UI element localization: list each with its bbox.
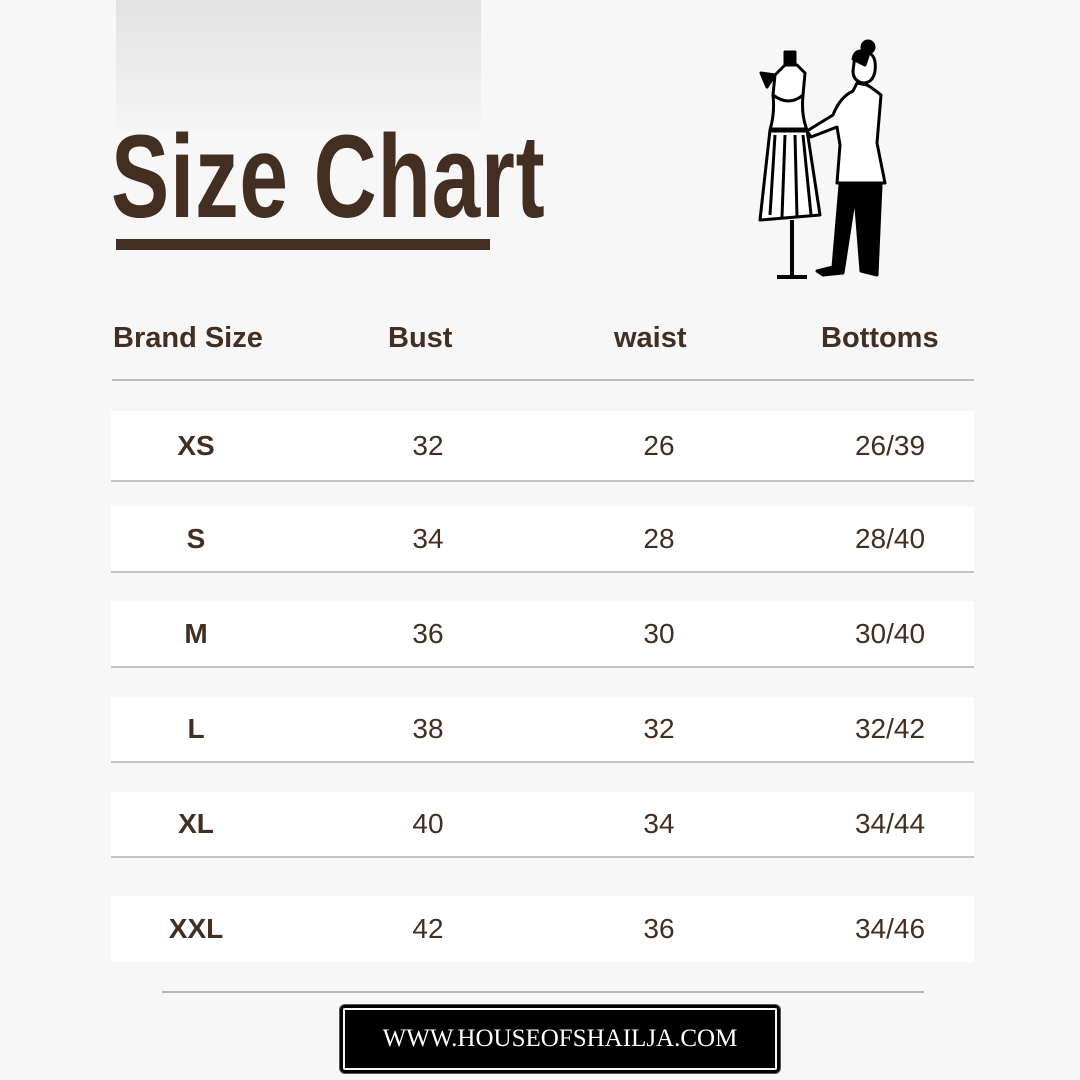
table-row: XXL 42 36 34/46 xyxy=(111,896,974,962)
header-brand-size: Brand Size xyxy=(113,322,263,354)
waist-cell: 30 xyxy=(643,617,675,649)
waist-cell: 28 xyxy=(643,522,675,554)
bust-cell: 34 xyxy=(412,522,444,554)
bottoms-cell: 28/40 xyxy=(854,522,926,554)
bottoms-cell: 30/40 xyxy=(854,617,926,649)
table-row: XL 40 34 34/44 xyxy=(111,792,974,858)
tailor-with-dress-form-icon xyxy=(758,39,887,279)
waist-cell: 32 xyxy=(643,713,675,744)
bust-cell: 36 xyxy=(412,617,444,649)
bust-cell: 42 xyxy=(412,913,444,944)
waist-cell: 26 xyxy=(643,429,675,461)
bust-cell: 40 xyxy=(412,808,444,839)
table-row: M 36 30 30/40 xyxy=(111,601,974,668)
size-cell: XXL xyxy=(168,913,224,944)
bottoms-cell: 34/46 xyxy=(854,913,926,944)
bottoms-cell: 32/42 xyxy=(854,713,926,744)
waist-cell: 36 xyxy=(643,913,675,944)
table-row: XS 32 26 26/39 xyxy=(111,411,974,482)
page-title: Size Chart xyxy=(111,111,546,243)
table-row: L 38 32 32/42 xyxy=(111,697,974,763)
table-row: S 34 28 28/40 xyxy=(111,506,974,573)
header-bust: Bust xyxy=(388,322,453,354)
decorative-gradient xyxy=(116,0,481,130)
bust-cell: 32 xyxy=(412,429,444,461)
bust-cell: 38 xyxy=(412,713,444,744)
title-underline xyxy=(116,239,490,250)
waist-cell: 34 xyxy=(643,808,675,839)
header-bottoms: Bottoms xyxy=(821,322,939,354)
header-waist: waist xyxy=(614,322,687,354)
header-divider xyxy=(112,379,974,381)
bottoms-cell: 26/39 xyxy=(854,429,926,461)
website-link[interactable]: WWW.HOUSEOFSHAILJA.COM xyxy=(340,1005,780,1073)
size-cell: M xyxy=(184,617,208,649)
bottoms-cell: 34/44 xyxy=(854,808,926,839)
footer-divider xyxy=(162,991,924,993)
size-cell: XS xyxy=(177,429,215,461)
size-cell: S xyxy=(186,522,206,554)
size-cell: XL xyxy=(178,808,214,839)
size-cell: L xyxy=(187,713,205,744)
